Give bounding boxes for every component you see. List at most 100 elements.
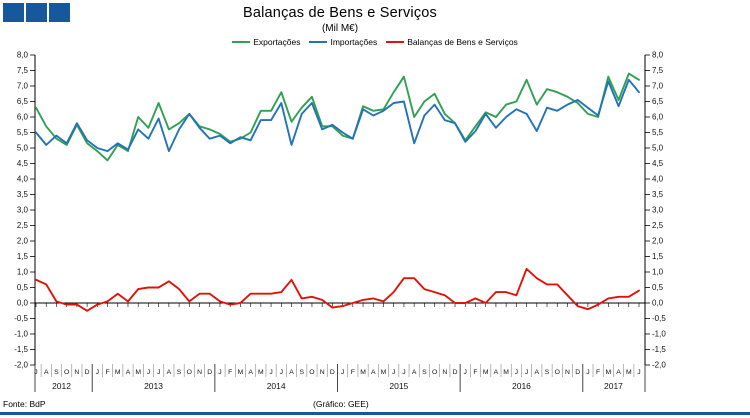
svg-text:J: J: [392, 369, 395, 376]
svg-text:2014: 2014: [267, 381, 286, 391]
source-note: Fonte: BdP: [3, 399, 46, 409]
svg-text:A: A: [248, 369, 253, 376]
svg-text:S: S: [299, 369, 304, 376]
svg-text:N: N: [565, 369, 570, 376]
svg-text:-1,5: -1,5: [652, 345, 666, 354]
svg-text:5,5: 5,5: [17, 128, 29, 137]
svg-text:-0,5: -0,5: [14, 314, 28, 323]
svg-text:M: M: [115, 369, 121, 376]
svg-text:O: O: [555, 369, 560, 376]
svg-text:2015: 2015: [389, 381, 408, 391]
svg-text:2016: 2016: [512, 381, 531, 391]
svg-text:D: D: [453, 369, 458, 376]
svg-text:D: D: [85, 369, 90, 376]
credit-note: (Gráfico: GEE): [313, 399, 369, 409]
svg-text:A: A: [289, 369, 294, 376]
svg-text:J: J: [96, 369, 99, 376]
legend-label-balanca: Balanças de Bens e Serviços: [407, 37, 518, 47]
svg-text:6,0: 6,0: [17, 113, 29, 122]
svg-text:S: S: [54, 369, 59, 376]
svg-text:J: J: [525, 369, 528, 376]
legend-item-exportacoes: Exportações: [232, 37, 300, 47]
svg-text:6,5: 6,5: [652, 97, 664, 106]
svg-text:3,0: 3,0: [17, 206, 29, 215]
svg-text:6,5: 6,5: [17, 97, 29, 106]
svg-text:S: S: [177, 369, 182, 376]
svg-text:2,0: 2,0: [652, 237, 664, 246]
svg-text:A: A: [126, 369, 131, 376]
svg-text:F: F: [105, 369, 109, 376]
svg-text:1,0: 1,0: [652, 268, 664, 277]
line-balanca: [35, 267, 640, 312]
svg-text:3,0: 3,0: [652, 206, 664, 215]
svg-text:O: O: [309, 369, 314, 376]
axes: [30, 54, 650, 392]
svg-text:8,0: 8,0: [652, 51, 664, 60]
svg-text:J: J: [280, 369, 283, 376]
legend: Exportações Importações Balanças de Bens e…: [0, 37, 750, 47]
svg-text:8,0: 8,0: [17, 51, 29, 60]
svg-text:M: M: [626, 369, 632, 376]
svg-text:1,5: 1,5: [652, 252, 664, 261]
svg-text:-1,0: -1,0: [14, 330, 28, 339]
svg-text:D: D: [330, 369, 335, 376]
svg-text:5,0: 5,0: [17, 144, 29, 153]
svg-text:F: F: [596, 369, 600, 376]
svg-text:J: J: [218, 369, 221, 376]
svg-text:F: F: [228, 369, 232, 376]
logo-square: [49, 3, 70, 22]
svg-text:J: J: [269, 369, 272, 376]
svg-text:3,5: 3,5: [17, 190, 29, 199]
svg-text:J: J: [34, 369, 37, 376]
svg-text:0,0: 0,0: [652, 299, 664, 308]
svg-text:J: J: [402, 369, 405, 376]
svg-text:O: O: [187, 369, 192, 376]
legend-item-balanca: Balanças de Bens e Serviços: [386, 37, 518, 47]
svg-text:J: J: [147, 369, 150, 376]
svg-text:0,0: 0,0: [17, 299, 29, 308]
svg-text:2017: 2017: [604, 381, 623, 391]
svg-text:A: A: [494, 369, 499, 376]
svg-text:J: J: [464, 369, 467, 376]
svg-text:-2,0: -2,0: [14, 361, 28, 370]
svg-text:5,0: 5,0: [652, 144, 664, 153]
svg-text:-1,5: -1,5: [14, 345, 28, 354]
legend-line-swatch-exportacoes: [232, 40, 251, 44]
svg-text:N: N: [74, 369, 79, 376]
svg-text:-0,5: -0,5: [652, 314, 666, 323]
svg-text:M: M: [135, 369, 141, 376]
svg-text:2013: 2013: [144, 381, 163, 391]
svg-text:A: A: [167, 369, 172, 376]
legend-line-swatch-balanca: [386, 40, 405, 44]
svg-text:F: F: [473, 369, 477, 376]
svg-text:M: M: [360, 369, 366, 376]
svg-text:1,5: 1,5: [17, 252, 29, 261]
svg-text:2,0: 2,0: [17, 237, 29, 246]
svg-text:M: M: [381, 369, 387, 376]
svg-text:M: M: [238, 369, 244, 376]
svg-text:2,5: 2,5: [652, 221, 664, 230]
svg-text:4,5: 4,5: [17, 159, 29, 168]
svg-text:6,0: 6,0: [652, 113, 664, 122]
svg-text:-2,0: -2,0: [652, 361, 666, 370]
svg-text:M: M: [258, 369, 264, 376]
svg-text:A: A: [412, 369, 417, 376]
series-lines: [35, 72, 640, 312]
svg-text:-1,0: -1,0: [652, 330, 666, 339]
svg-text:N: N: [197, 369, 202, 376]
legend-item-importacoes: Importações: [309, 37, 377, 47]
svg-text:7,5: 7,5: [652, 66, 664, 75]
svg-text:O: O: [432, 369, 437, 376]
svg-text:O: O: [64, 369, 69, 376]
legend-label-exportacoes: Exportações: [253, 37, 301, 47]
svg-text:A: A: [616, 369, 621, 376]
chart-subtitle: (Mil M€): [321, 23, 359, 34]
svg-text:J: J: [515, 369, 518, 376]
svg-text:2,5: 2,5: [17, 221, 29, 230]
svg-text:M: M: [503, 369, 509, 376]
line-exportacoes: [35, 72, 640, 162]
svg-text:S: S: [545, 369, 550, 376]
bottom-rule: [0, 412, 750, 415]
